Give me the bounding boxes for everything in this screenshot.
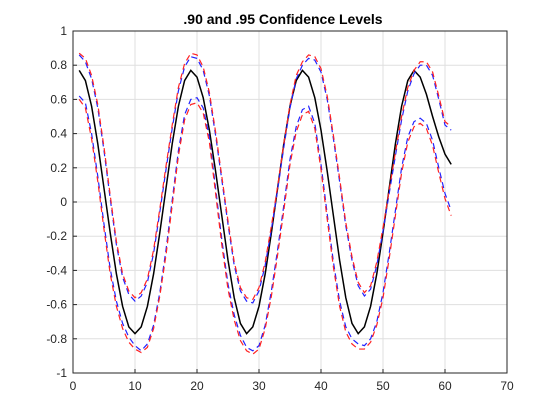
- x-tick-label: 50: [376, 379, 390, 393]
- x-tick-label: 20: [190, 379, 204, 393]
- y-tick-label: 1: [60, 24, 67, 38]
- y-tick-label: 0.2: [50, 161, 67, 175]
- y-tick-label: 0.4: [50, 127, 67, 141]
- x-tick-label: 70: [500, 379, 514, 393]
- series-line-bound-2: [78, 52, 452, 301]
- x-tick-label: 10: [128, 379, 142, 393]
- grid: [72, 30, 508, 374]
- y-tick-label: -0.2: [46, 229, 67, 243]
- series-line-bound-4: [78, 99, 452, 355]
- y-tick-label: -1: [56, 366, 67, 380]
- y-tick-label: 0.8: [50, 58, 67, 72]
- y-axis: -1 -0.8 -0.6 -0.4 -0.2 0 0.2 0.4 0.6 0.8 1: [46, 24, 77, 380]
- y-tick-label: -0.4: [46, 263, 67, 277]
- y-tick-label: 0: [60, 195, 67, 209]
- x-tick-label: 60: [438, 379, 452, 393]
- y-tick-label: 0.6: [50, 92, 67, 106]
- x-tick-label: 40: [314, 379, 328, 393]
- x-tick-label: 30: [252, 379, 266, 393]
- y-tick-label: -0.8: [46, 332, 67, 346]
- chart-title: .90 and .95 Confidence Levels: [183, 11, 382, 27]
- x-tick-label: 0: [70, 379, 77, 393]
- series-line-bound-3: [78, 95, 452, 352]
- x-axis: 0 10 20 30 40 50 60 70: [70, 369, 514, 393]
- series-line-bound-1: [78, 54, 452, 304]
- series-layer: [78, 52, 452, 355]
- y-tick-label: -0.6: [46, 298, 67, 312]
